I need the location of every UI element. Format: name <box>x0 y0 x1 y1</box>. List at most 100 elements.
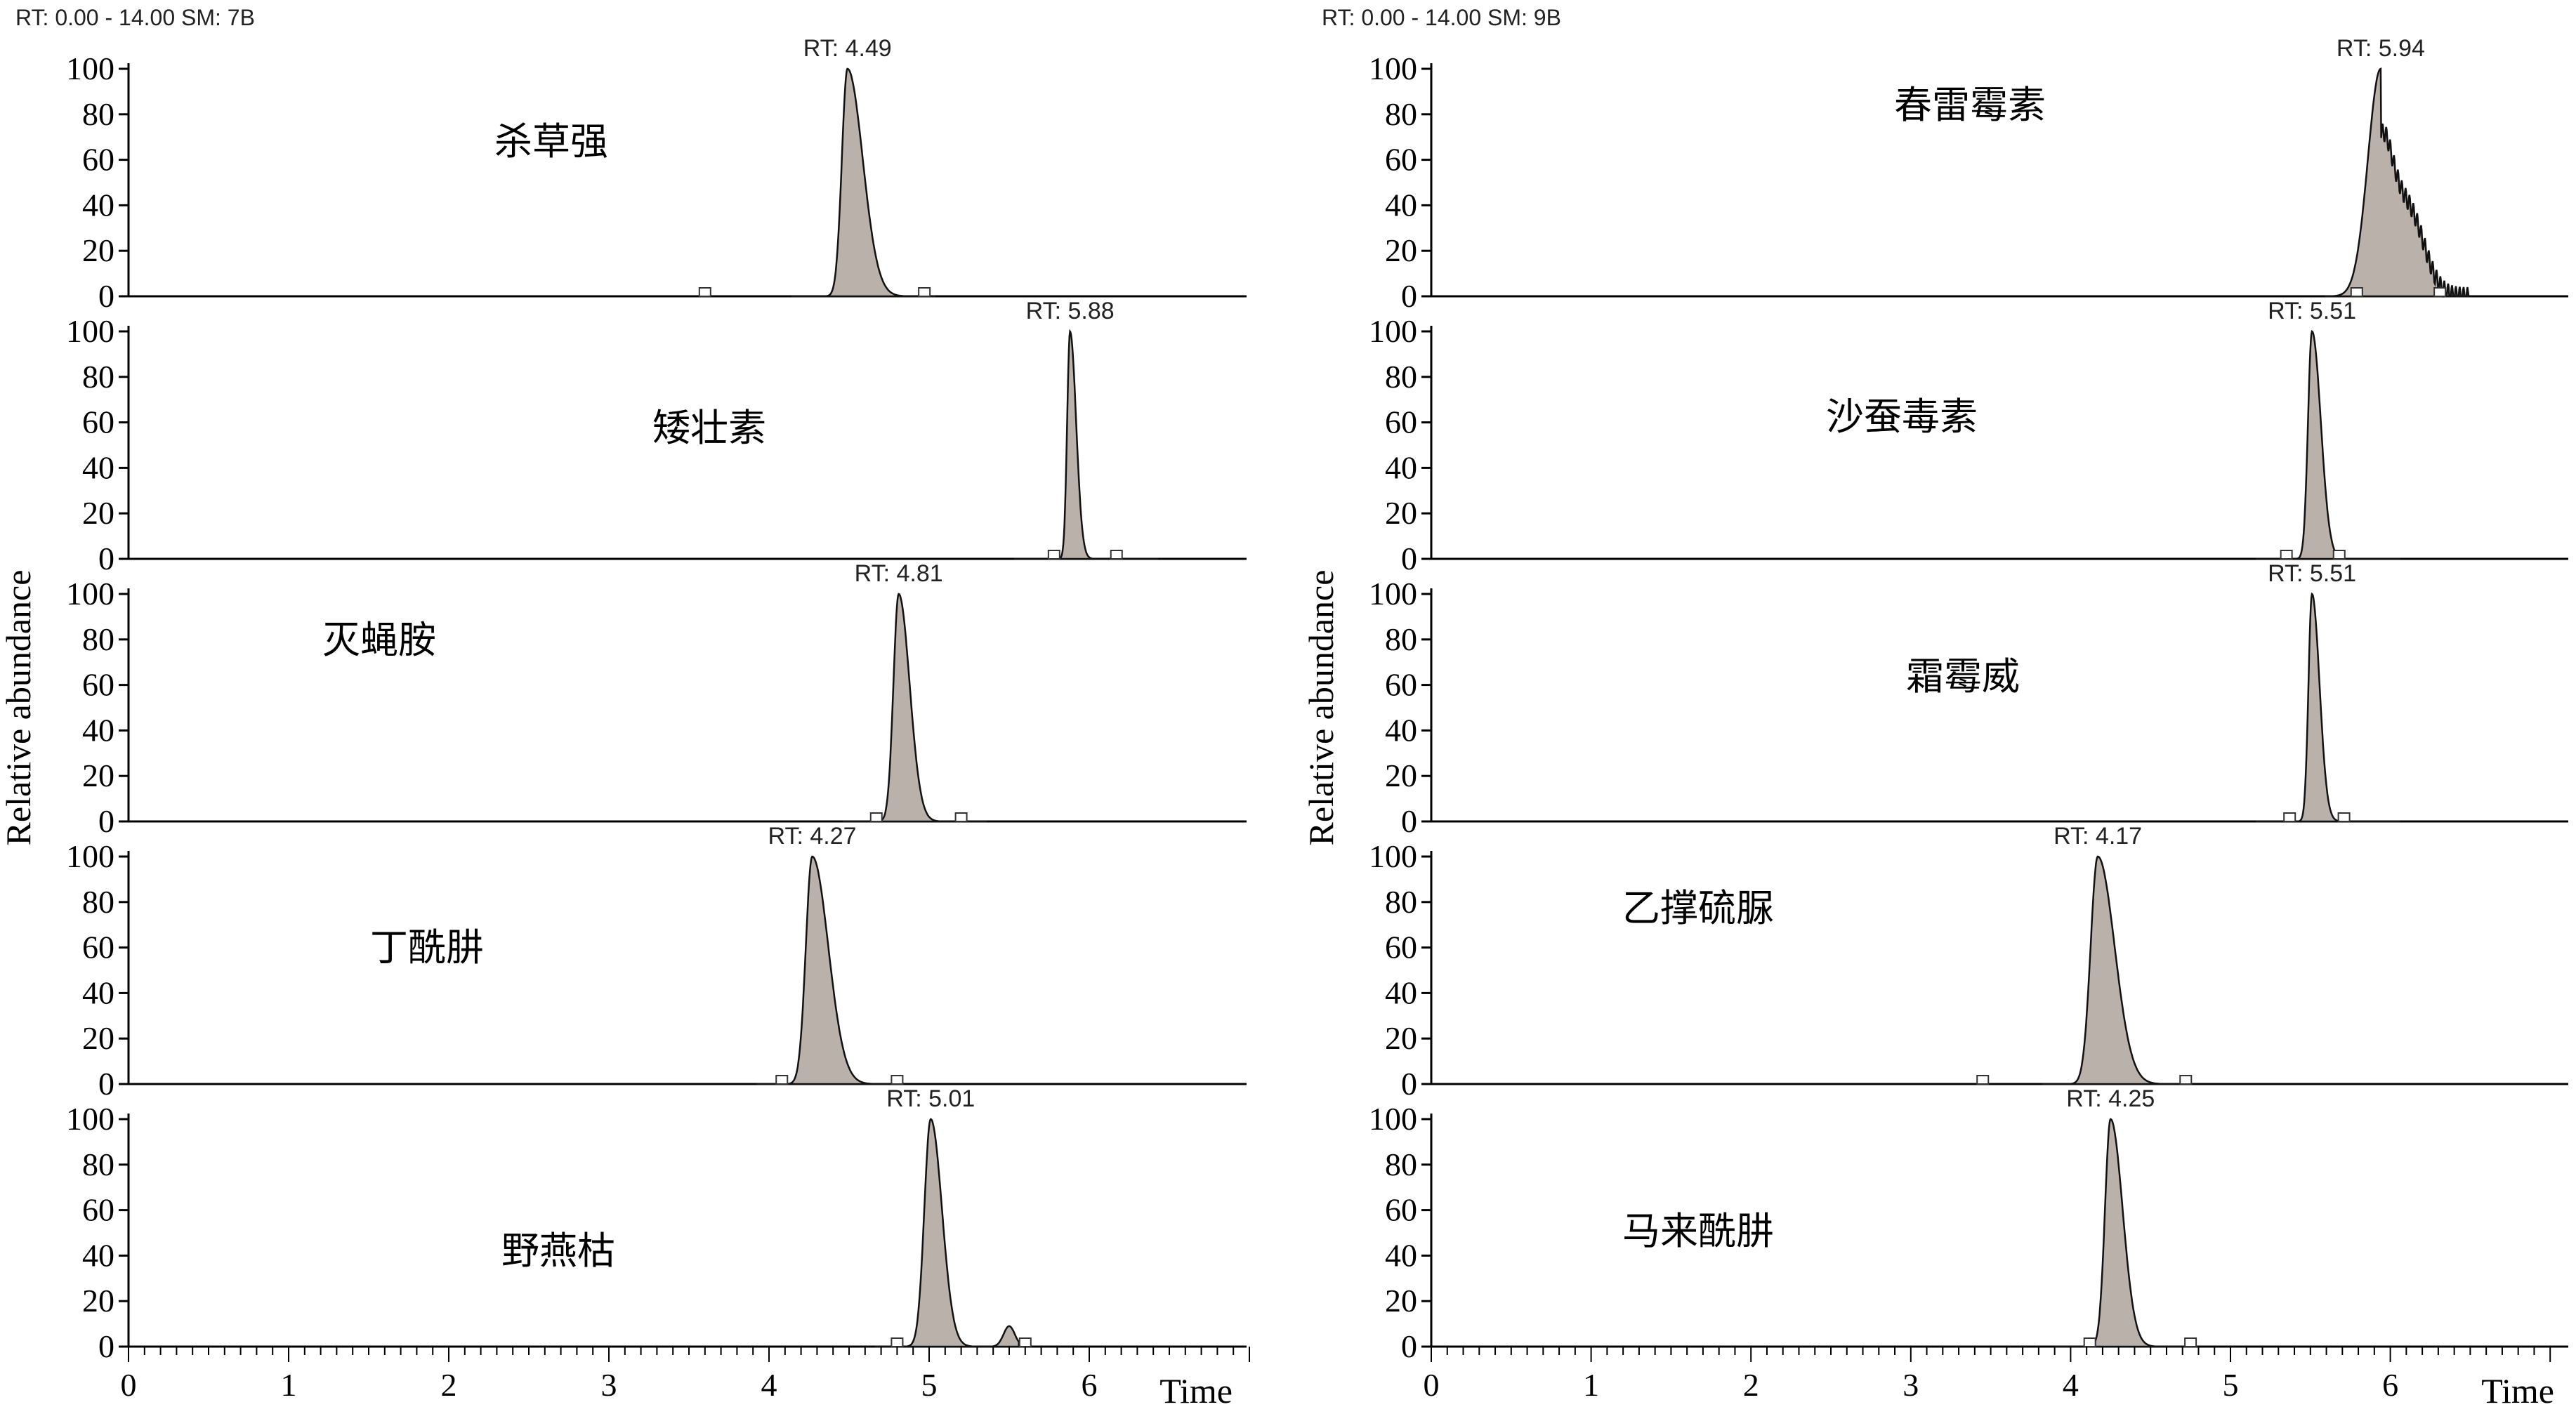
y-tick-label: 80 <box>1385 884 1417 920</box>
integration-marker <box>1047 550 1060 560</box>
y-tick-label: 40 <box>82 449 114 485</box>
y-tick-label: 80 <box>82 621 114 657</box>
y-tick-label: 100 <box>66 838 114 874</box>
y-tick-label: 60 <box>82 1192 114 1228</box>
y-tick-label: 40 <box>1385 974 1417 1010</box>
chromatogram-panel: 0 20 40 60 80 100 RT: 4.49 杀草强 <box>66 35 1247 314</box>
y-tick-label: 20 <box>1385 758 1417 793</box>
integration-marker <box>891 1337 904 1347</box>
x-tick-label: 1 <box>281 1367 297 1403</box>
x-tick-label: 3 <box>601 1367 617 1403</box>
y-tick-label: 80 <box>1385 621 1417 657</box>
compound-name: 灭蝇胺 <box>322 618 436 662</box>
x-tick-label: 5 <box>2223 1367 2239 1403</box>
x-axis: 0 1 2 3 4 5 6 Time <box>121 1347 1250 1410</box>
y-tick-label: 100 <box>1369 313 1417 349</box>
integration-marker <box>2332 550 2346 560</box>
integration-marker <box>2337 812 2351 822</box>
y-tick-label: 60 <box>1385 142 1417 178</box>
x-tick-label: 6 <box>2382 1367 2398 1403</box>
compound-name: 霜霉威 <box>1906 654 2020 699</box>
y-tick-label: 40 <box>1385 187 1417 223</box>
y-tick-label: 0 <box>98 1328 114 1364</box>
right-chromatogram-column: RT: 0.00 - 14.00 SM: 9B Relative abundanc… <box>1301 5 2568 1410</box>
compound-name: 乙撑硫脲 <box>1622 886 1774 930</box>
y-tick-label: 60 <box>82 404 114 440</box>
y-tick-label: 20 <box>82 495 114 531</box>
y-tick-label: 80 <box>1385 359 1417 395</box>
y-tick-label: 20 <box>1385 495 1417 531</box>
compound-name: 春雷霉素 <box>1894 83 2046 127</box>
left-chromatogram-column: RT: 0.00 - 14.00 SM: 7B Relative abundanc… <box>0 5 1250 1410</box>
integration-marker <box>891 1075 904 1085</box>
chromatogram-peak <box>2054 1118 2199 1348</box>
x-tick-label: 3 <box>1903 1367 1919 1403</box>
y-tick-label: 0 <box>98 803 114 839</box>
y-tick-label: 80 <box>1385 96 1417 132</box>
x-axis-title: Time <box>1159 1371 1233 1410</box>
run-header: RT: 0.00 - 14.00 SM: 7B <box>15 5 255 30</box>
chromatogram-panel: 0 20 40 60 80 100 RT: 4.17 乙撑硫脲 <box>1369 823 2568 1102</box>
integration-marker <box>869 812 883 822</box>
y-tick-label: 0 <box>1401 541 1417 576</box>
integration-marker <box>1110 550 1123 560</box>
y-tick-label: 60 <box>82 930 114 965</box>
y-tick-label: 100 <box>1369 576 1417 612</box>
chromatogram-peak <box>756 855 900 1085</box>
x-tick-label: 4 <box>761 1367 777 1403</box>
x-tick-label: 5 <box>921 1367 938 1403</box>
y-tick-label: 40 <box>1385 712 1417 748</box>
chromatogram-panel: 0 20 40 60 80 100 RT: 5.88 矮壮素 <box>66 298 1247 576</box>
y-tick-label: 80 <box>82 359 114 395</box>
y-tick-label: 100 <box>1369 838 1417 874</box>
x-tick-label: 0 <box>1424 1367 1440 1403</box>
compound-name: 野燕枯 <box>501 1229 615 1273</box>
x-tick-label: 0 <box>121 1367 137 1403</box>
y-tick-label: 100 <box>1369 1101 1417 1137</box>
y-tick-label: 20 <box>1385 232 1417 268</box>
x-tick-label: 4 <box>2063 1367 2079 1403</box>
integration-marker <box>2283 812 2296 822</box>
y-tick-label: 0 <box>1401 803 1417 839</box>
y-tick-label: 100 <box>66 1101 114 1137</box>
y-tick-label: 100 <box>66 313 114 349</box>
y-tick-label: 60 <box>1385 404 1417 440</box>
chromatogram-peak <box>2256 329 2400 560</box>
integration-marker <box>1018 1337 1032 1347</box>
integration-marker <box>1976 1075 1990 1085</box>
y-tick-label: 0 <box>1401 278 1417 314</box>
chromatogram-panel: 0 20 40 60 80 100 RT: 5.51 霜霉威 <box>1369 560 2568 839</box>
integration-marker <box>2280 550 2293 560</box>
retention-time-label: RT: 4.17 <box>2053 823 2142 850</box>
y-tick-label: 0 <box>98 1066 114 1102</box>
chromatogram-panel: 0 20 40 60 80 100 RT: 4.25 马来酰肼 <box>1369 1085 2568 1364</box>
compound-name: 丁酰肼 <box>370 925 484 970</box>
x-tick-label: 2 <box>441 1367 457 1403</box>
run-header: RT: 0.00 - 14.00 SM: 9B <box>1322 5 1561 30</box>
x-tick-label: 1 <box>1583 1367 1599 1403</box>
y-tick-label: 20 <box>82 1020 114 1056</box>
retention-time-label: RT: 5.51 <box>2268 298 2356 324</box>
chromatogram-panel: 0 20 40 60 80 100 RT: 5.51 沙蚕毒素 <box>1369 298 2568 576</box>
y-tick-label: 20 <box>1385 1283 1417 1319</box>
chromatogram-peak <box>2325 67 2470 298</box>
integration-marker <box>918 287 931 297</box>
integration-marker <box>698 287 711 297</box>
chromatogram-peak <box>842 593 987 823</box>
y-tick-label: 100 <box>1369 51 1417 86</box>
y-tick-label: 60 <box>1385 930 1417 965</box>
y-tick-label: 40 <box>1385 1237 1417 1273</box>
y-tick-label: 20 <box>82 1283 114 1319</box>
y-tick-label: 0 <box>1401 1066 1417 1102</box>
y-tick-label: 40 <box>82 712 114 748</box>
y-tick-label: 100 <box>66 51 114 86</box>
retention-time-label: RT: 5.94 <box>2337 35 2425 62</box>
y-tick-label: 80 <box>82 884 114 920</box>
y-tick-label: 60 <box>82 667 114 703</box>
retention-time-label: RT: 4.81 <box>855 560 943 587</box>
compound-name: 矮壮素 <box>652 406 766 450</box>
y-tick-label: 100 <box>66 576 114 612</box>
y-tick-label: 80 <box>1385 1147 1417 1182</box>
